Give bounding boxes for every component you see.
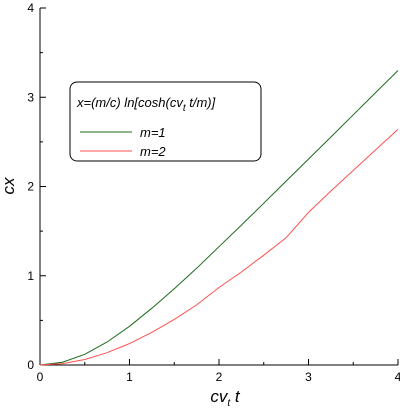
legend-title-post: t/m)] <box>186 95 216 110</box>
y-axis-ticks: 0 1 2 3 4 <box>27 1 46 372</box>
plot-area <box>39 8 398 366</box>
x-tick-label: 2 <box>216 370 223 384</box>
legend-title-pre: x=(m/c) ln[cosh(cv <box>76 95 184 110</box>
legend-box <box>69 81 262 162</box>
y-tick-label: 4 <box>27 1 34 15</box>
x-tick-label: 4 <box>395 370 400 384</box>
x-axis-ticks: 0 1 2 3 4 <box>37 359 400 384</box>
x-axis-title-tail: t <box>230 387 241 406</box>
series-line-m2 <box>39 129 399 366</box>
legend: x=(m/c) ln[cosh(cvt t/m)] m=1 m=2 <box>69 81 262 162</box>
series-line-m1 <box>39 70 399 366</box>
x-tick-label: 0 <box>37 370 44 384</box>
x-axis-title-main: cv <box>210 387 229 406</box>
y-tick-label: 1 <box>27 269 34 283</box>
x-tick-label: 3 <box>305 370 312 384</box>
legend-label-m1: m=1 <box>140 125 166 140</box>
y-tick-label: 3 <box>27 90 34 104</box>
y-axis-title: cx <box>0 177 18 195</box>
legend-title: x=(m/c) ln[cosh(cvt t/m)] <box>76 95 216 114</box>
series-layer <box>39 70 399 366</box>
x-axis-title: cvt t <box>210 387 241 409</box>
legend-title-subscript: t <box>183 103 187 114</box>
y-tick-label: 2 <box>27 180 34 194</box>
y-tick-label: 0 <box>27 358 34 372</box>
legend-label-m2: m=2 <box>140 144 166 159</box>
x-axis-title-subscript: t <box>227 398 231 409</box>
x-tick-label: 1 <box>126 370 133 384</box>
